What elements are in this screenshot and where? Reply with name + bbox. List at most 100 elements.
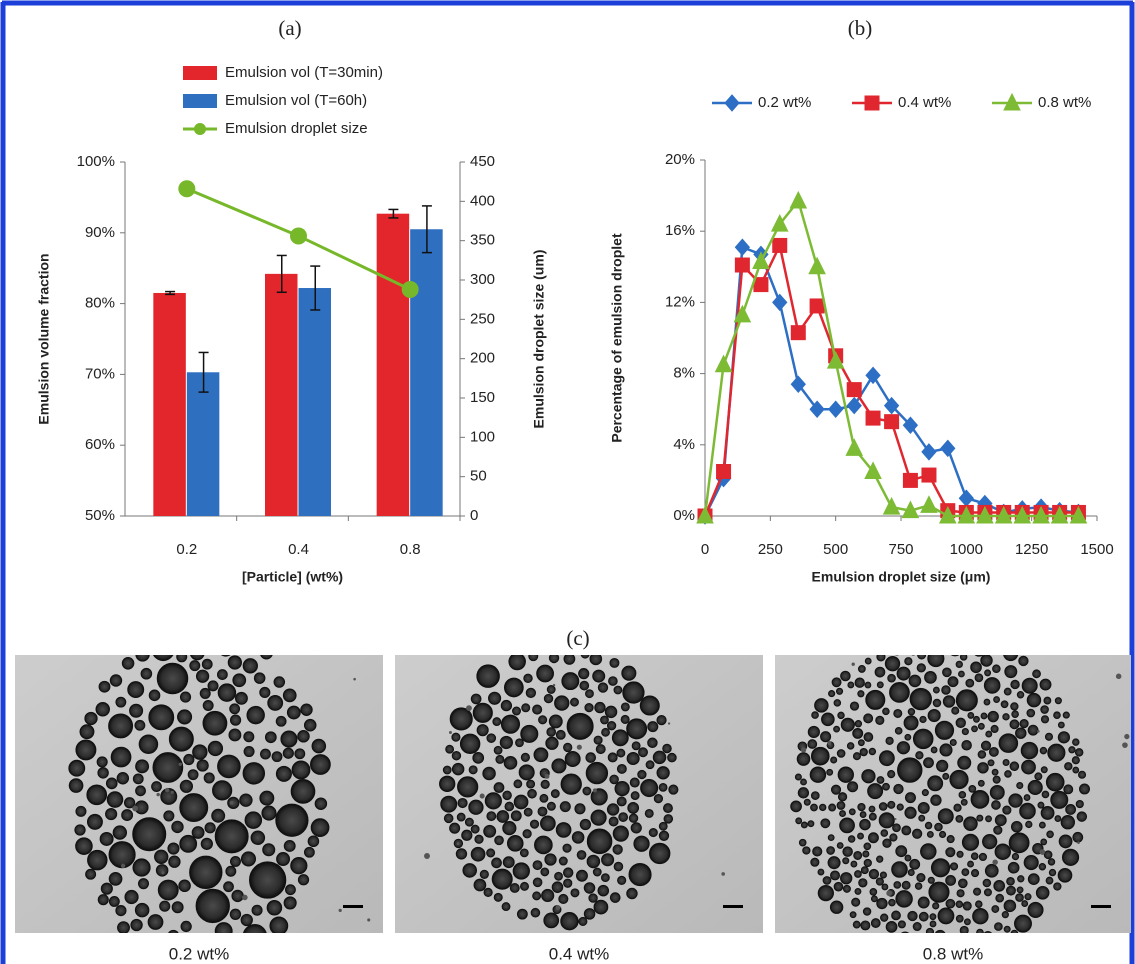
droplet bbox=[978, 762, 989, 773]
droplet bbox=[523, 830, 531, 838]
droplet bbox=[215, 820, 248, 853]
y2-tick-label: 100 bbox=[470, 428, 495, 445]
droplet bbox=[458, 798, 467, 807]
droplet bbox=[1015, 728, 1026, 739]
droplet bbox=[169, 856, 181, 868]
droplet bbox=[560, 801, 570, 811]
droplet bbox=[933, 687, 939, 693]
droplet bbox=[959, 791, 966, 798]
droplet bbox=[1028, 780, 1042, 794]
droplet bbox=[180, 835, 197, 852]
droplet bbox=[1072, 739, 1079, 746]
droplet bbox=[993, 776, 1000, 783]
droplet bbox=[871, 937, 883, 949]
droplet bbox=[838, 712, 845, 719]
droplet bbox=[549, 642, 557, 650]
droplet bbox=[465, 818, 473, 826]
x-tick-label: 1000 bbox=[950, 541, 983, 558]
droplet bbox=[961, 638, 967, 644]
droplet bbox=[621, 703, 629, 711]
droplet bbox=[260, 687, 270, 697]
droplet bbox=[564, 653, 575, 664]
y-tick-label: 80% bbox=[85, 295, 115, 312]
droplet bbox=[962, 834, 978, 850]
droplet bbox=[668, 753, 677, 762]
droplet bbox=[232, 890, 244, 902]
droplet bbox=[868, 784, 883, 799]
droplet bbox=[460, 734, 480, 754]
droplet bbox=[590, 653, 602, 665]
droplet bbox=[1011, 680, 1020, 689]
droplet bbox=[180, 793, 208, 821]
droplet bbox=[1021, 742, 1038, 759]
droplet bbox=[613, 845, 623, 855]
droplet bbox=[1010, 762, 1019, 771]
droplet bbox=[148, 915, 163, 930]
droplet bbox=[218, 641, 233, 656]
speck bbox=[556, 905, 561, 910]
droplet bbox=[87, 814, 102, 829]
droplet bbox=[504, 756, 517, 769]
droplet bbox=[561, 774, 582, 795]
droplet bbox=[583, 787, 591, 795]
droplet bbox=[839, 811, 845, 817]
droplet bbox=[547, 728, 556, 737]
droplet bbox=[105, 808, 116, 819]
droplet bbox=[281, 731, 297, 747]
droplet bbox=[101, 883, 112, 894]
droplet bbox=[177, 652, 187, 662]
droplet bbox=[795, 774, 801, 780]
droplet bbox=[653, 751, 666, 764]
droplet bbox=[605, 706, 617, 718]
droplet bbox=[609, 817, 618, 826]
droplet bbox=[554, 696, 569, 711]
droplet bbox=[646, 761, 654, 769]
droplet bbox=[610, 893, 620, 903]
legend-label: Emulsion vol (T=30min) bbox=[225, 64, 383, 81]
droplet bbox=[973, 908, 989, 924]
marker bbox=[790, 192, 806, 208]
droplet bbox=[929, 882, 949, 902]
droplet bbox=[563, 879, 571, 887]
droplet bbox=[607, 721, 616, 730]
droplet bbox=[974, 632, 983, 641]
speck bbox=[1116, 674, 1122, 680]
droplet bbox=[902, 881, 910, 889]
droplet bbox=[190, 856, 223, 889]
droplet bbox=[953, 629, 959, 635]
droplet bbox=[555, 872, 563, 880]
droplet bbox=[843, 858, 849, 864]
panel-label: (c) bbox=[566, 626, 589, 650]
droplet bbox=[304, 847, 314, 857]
droplet bbox=[484, 825, 496, 837]
droplet bbox=[514, 780, 522, 788]
droplet bbox=[571, 889, 579, 897]
droplet bbox=[1006, 886, 1015, 895]
droplet bbox=[450, 823, 460, 833]
speck bbox=[886, 890, 892, 896]
droplet bbox=[136, 786, 146, 796]
x-tick-label: 0.4 bbox=[288, 541, 309, 558]
droplet bbox=[664, 814, 673, 823]
x-axis-title: Emulsion droplet size (μm) bbox=[812, 569, 991, 585]
droplet bbox=[1005, 771, 1012, 778]
bar bbox=[299, 288, 332, 516]
speck bbox=[553, 684, 555, 686]
droplet bbox=[956, 915, 963, 922]
droplet bbox=[632, 742, 640, 750]
marker bbox=[903, 473, 917, 487]
droplet bbox=[962, 728, 968, 734]
droplet bbox=[958, 879, 967, 888]
droplet bbox=[524, 674, 533, 683]
droplet bbox=[797, 753, 810, 766]
droplet bbox=[892, 911, 901, 920]
droplet bbox=[311, 819, 329, 837]
droplet bbox=[942, 668, 951, 677]
droplet bbox=[503, 857, 514, 868]
droplet bbox=[984, 889, 991, 896]
droplet bbox=[109, 841, 135, 867]
droplet bbox=[473, 752, 484, 763]
droplet bbox=[212, 781, 231, 800]
droplet bbox=[986, 816, 992, 822]
droplet bbox=[799, 839, 806, 846]
